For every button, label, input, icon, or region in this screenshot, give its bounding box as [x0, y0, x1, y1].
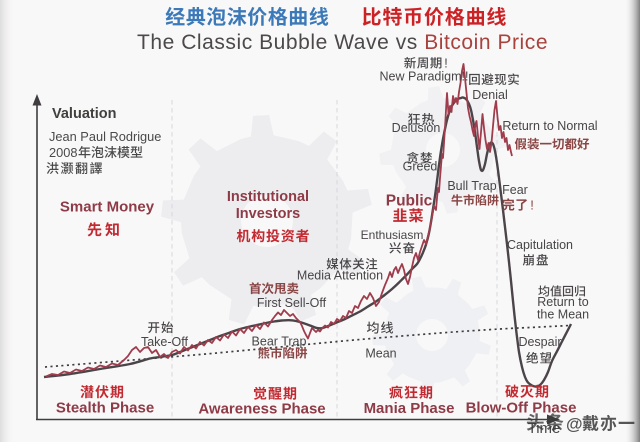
svg-text:Fear: Fear [502, 183, 528, 197]
svg-text:Stealth Phase: Stealth Phase [56, 400, 154, 417]
svg-text:!: ! [444, 57, 447, 71]
svg-text:Bull Trap: Bull Trap [447, 179, 496, 193]
svg-text:Enthusiasm: Enthusiasm [361, 228, 424, 242]
svg-text:@: @ [566, 415, 583, 434]
svg-text:Capitulation: Capitulation [507, 238, 573, 252]
svg-text:!: ! [530, 198, 534, 213]
svg-text:Smart Money: Smart Money [60, 199, 155, 216]
svg-text:the Mean: the Mean [537, 308, 589, 322]
svg-text:Bear Trap: Bear Trap [252, 335, 307, 349]
svg-text:Media Attention: Media Attention [297, 269, 383, 283]
svg-text:The Classic Bubble Wave vs Bit: The Classic Bubble Wave vs Bitcoin Price [137, 31, 548, 54]
svg-text:Return to Normal: Return to Normal [502, 119, 597, 133]
svg-text:Investors: Investors [236, 206, 300, 222]
svg-text:Denial: Denial [472, 88, 507, 102]
svg-text:Jean Paul Rodrigue: Jean Paul Rodrigue [49, 129, 161, 144]
svg-text:Despair: Despair [518, 335, 561, 349]
svg-text:Awareness Phase: Awareness Phase [198, 401, 325, 418]
svg-text:Take-Off: Take-Off [141, 335, 189, 349]
svg-text:Valuation: Valuation [52, 106, 116, 122]
svg-text:Greed: Greed [403, 160, 438, 174]
svg-text:Mean: Mean [365, 347, 396, 361]
svg-text:First Sell-Off: First Sell-Off [257, 296, 327, 310]
svg-text:Return to: Return to [537, 295, 588, 309]
svg-text:2008: 2008 [49, 145, 77, 160]
svg-text:Delusion: Delusion [392, 121, 441, 135]
svg-text:Mania Phase: Mania Phase [364, 400, 455, 417]
svg-text:Institutional: Institutional [227, 189, 309, 205]
svg-text:New Paradigm!!: New Paradigm!! [380, 70, 469, 84]
svg-text:Public: Public [386, 193, 433, 210]
svg-text:Blow-Off Phase: Blow-Off Phase [466, 400, 577, 417]
